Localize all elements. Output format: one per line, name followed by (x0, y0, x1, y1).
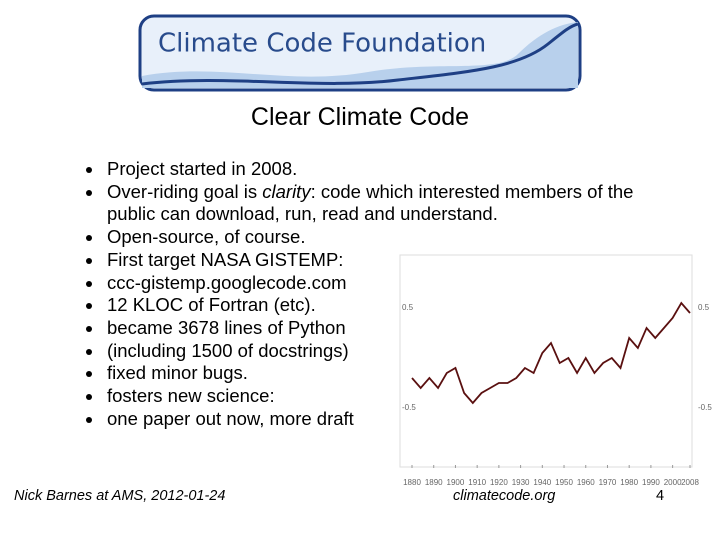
y-tick-label: -0.5 (698, 403, 712, 412)
bullet: Over-riding goal is clarity: code which … (104, 181, 684, 226)
bullet-text: clarity (262, 180, 311, 202)
x-tick-label: 1930 (512, 478, 530, 487)
bullet-text: Project started in 2008. (107, 158, 298, 179)
x-tick-label: 2008 (681, 478, 699, 487)
y-tick-label: 0.5 (698, 303, 710, 312)
x-tick-label: 1880 (403, 478, 421, 487)
x-tick-label: 1940 (533, 478, 551, 487)
bullet-text: fixed minor bugs. (107, 362, 248, 384)
bullet-text: Over-riding goal is (107, 180, 263, 202)
temperature-line (411, 301, 691, 405)
bullet-text: Open-source, of course. (107, 226, 306, 248)
slide-title: Clear Climate Code (250, 103, 470, 131)
footer-author: Nick Barnes at AMS, 2012-01-24 (14, 488, 226, 504)
bullet: one paper out now, more draft (104, 408, 684, 431)
bullet: fixed minor bugs. (104, 362, 684, 385)
logo-wave-line (141, 22, 579, 86)
bullet: First target NASA GISTEMP: (104, 249, 684, 272)
bullet: Open-source, of course. (104, 226, 684, 249)
x-tick-label: 1950 (555, 478, 573, 487)
page-number: 4 (656, 488, 665, 504)
x-tick-label: 1920 (490, 478, 508, 487)
bullet-text: 12 KLOC of Fortran (etc). (107, 294, 316, 316)
bullet: became 3678 lines of Python (104, 317, 684, 340)
footer-site: climatecode.org (453, 488, 556, 504)
bullet: (including 1500 of docstrings) (104, 340, 684, 363)
x-tick-label: 1910 (468, 478, 486, 487)
plot-frame (399, 254, 693, 468)
bullet: fosters new science: (104, 385, 684, 408)
bullet-text: fosters new science: (107, 385, 275, 407)
bullet: 12 KLOC of Fortran (etc). (104, 294, 684, 317)
bullet-list: Project started in 2008.Over-riding goal… (86, 158, 684, 430)
bullet-text: First target NASA GISTEMP: (107, 248, 344, 270)
bullet: Project started in 2008. (104, 158, 684, 181)
logo-text: Climate Code Foundation (158, 29, 486, 59)
x-tick-label: 1890 (425, 478, 443, 487)
x-tick-label: 1990 (642, 478, 660, 487)
bullet: ccc-gistemp.googlecode.com (104, 272, 684, 295)
bullet-text: one paper out now, more draft (107, 407, 354, 429)
x-tick-label: 1900 (447, 478, 465, 487)
y-tick-label: 0.5 (402, 303, 414, 312)
bullet-text: became 3678 lines of Python (107, 316, 346, 338)
x-tick-label: 1970 (599, 478, 617, 487)
bullet-text: : code which interested members of the p… (107, 180, 634, 225)
x-tick-label: 1960 (577, 478, 595, 487)
x-tick-label: 2000 (664, 478, 682, 487)
logo: Climate Code Foundation (138, 14, 582, 92)
x-tick-label: 1980 (620, 478, 638, 487)
bullet-text: (including 1500 of docstrings) (107, 339, 349, 361)
bullet-text: ccc-gistemp.googlecode.com (107, 271, 347, 293)
y-tick-label: -0.5 (402, 403, 416, 412)
